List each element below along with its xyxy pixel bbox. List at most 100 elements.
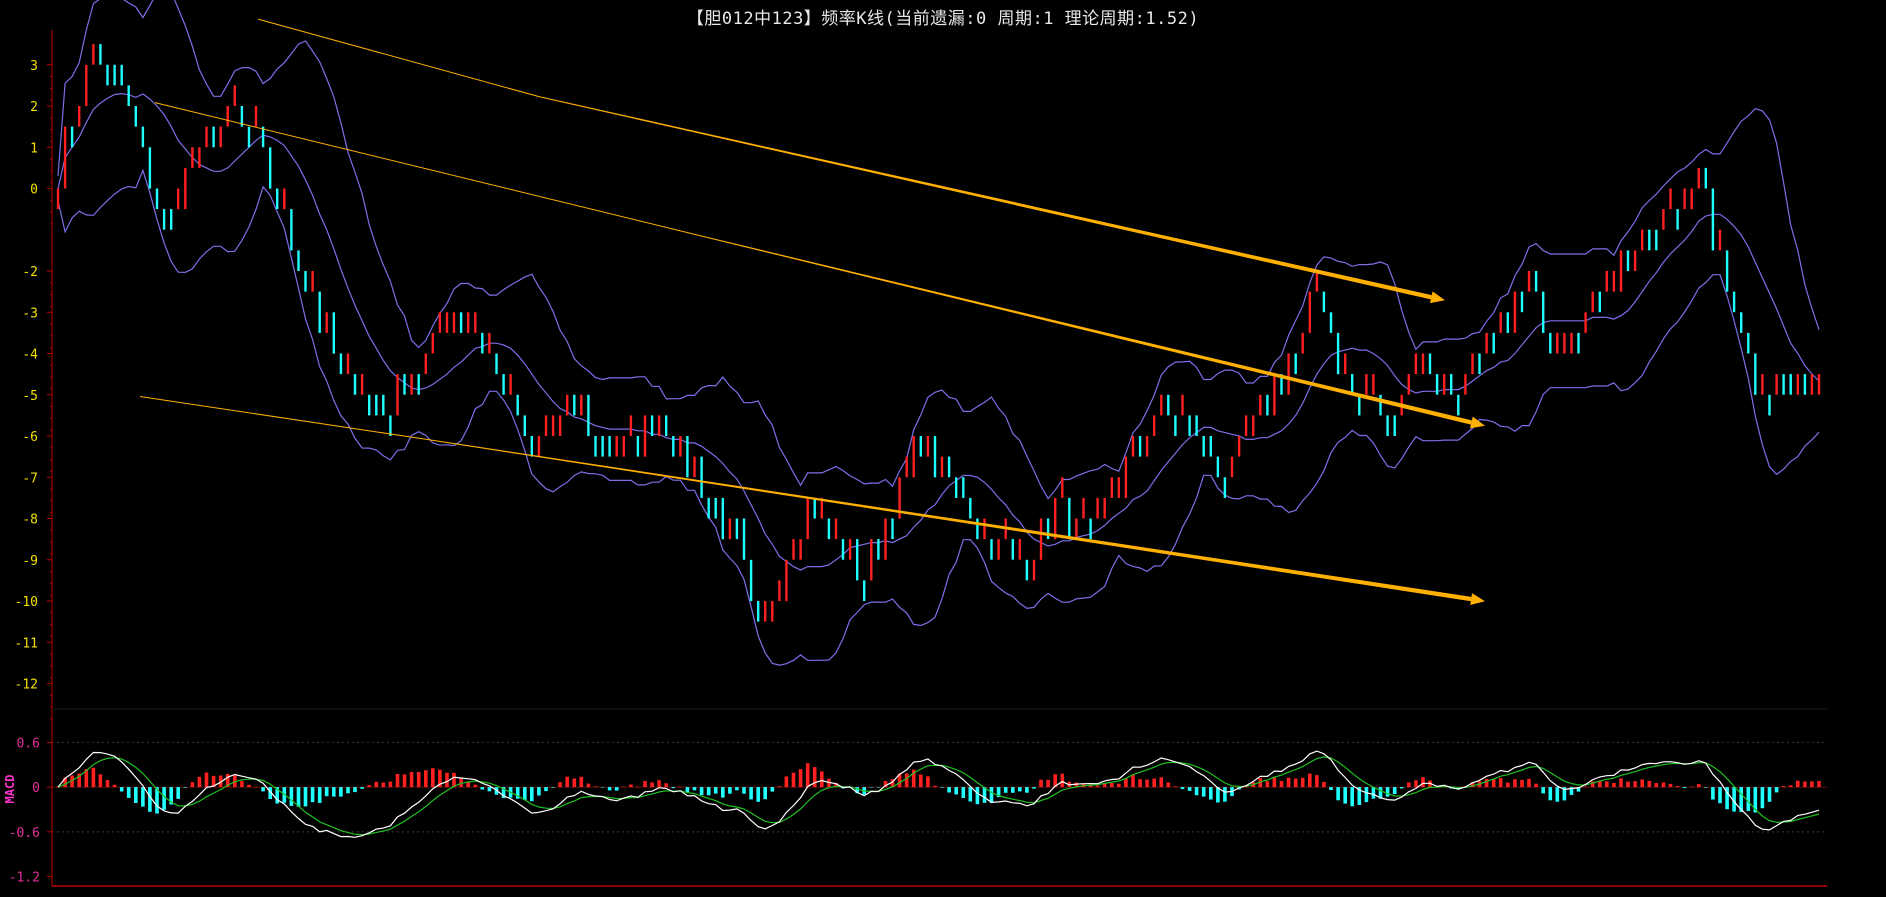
candle-bar xyxy=(1103,497,1106,519)
candle-bar xyxy=(1612,271,1616,292)
candle-bar xyxy=(488,332,491,354)
macd-histogram-bar xyxy=(1555,787,1560,802)
macd-histogram-bar xyxy=(416,772,421,788)
macd-histogram-bar xyxy=(1350,787,1354,807)
candle-bar xyxy=(431,332,434,354)
candle-bar xyxy=(219,126,222,148)
macd-histogram-bar xyxy=(1223,787,1227,802)
macd-histogram-bar xyxy=(134,787,138,803)
candle-bar xyxy=(530,436,533,457)
candle-bar xyxy=(884,518,887,560)
macd-histogram-bar xyxy=(1682,787,1687,789)
candle-bar xyxy=(1167,394,1170,416)
bollinger-bands xyxy=(57,0,1820,666)
macd-histogram-bar xyxy=(346,787,350,794)
candle-bar xyxy=(693,456,696,478)
candle-bar xyxy=(1605,271,1608,292)
candle-bar xyxy=(622,436,625,457)
candle-bar xyxy=(1259,394,1262,416)
candle-bar xyxy=(1096,497,1099,519)
candle-bar xyxy=(1124,456,1128,498)
macd-histogram-bar xyxy=(119,787,124,792)
macd-histogram-bar xyxy=(1491,779,1496,788)
candle-bar xyxy=(1181,394,1184,416)
macd-histogram-bar xyxy=(1640,779,1644,788)
candle-bar xyxy=(1032,559,1036,581)
candle-bar xyxy=(339,353,343,375)
macd-histogram-bar xyxy=(1541,787,1545,794)
trend-arrowhead xyxy=(1469,416,1485,429)
candle-bar xyxy=(1435,374,1439,395)
candle-bar xyxy=(516,394,519,416)
candle-bar xyxy=(247,126,251,148)
macd-histogram-bar xyxy=(940,787,944,788)
macd-histogram-bar xyxy=(197,776,202,788)
macd-histogram-bar xyxy=(933,785,937,788)
candle-bar xyxy=(1145,436,1149,457)
candle-bar xyxy=(1294,353,1297,375)
macd-histogram-bar xyxy=(1279,781,1284,788)
macd-histogram-bar xyxy=(1329,787,1333,790)
macd-histogram-bar xyxy=(1060,773,1065,788)
macd-histogram-bar xyxy=(1364,787,1369,803)
candle-bar xyxy=(311,271,314,292)
candles xyxy=(56,44,1821,622)
macd-histogram-bar xyxy=(1725,787,1729,810)
y-tick-label: 3 xyxy=(30,59,38,74)
macd-histogram-bar xyxy=(247,784,251,788)
candle-bar xyxy=(1082,497,1085,519)
macd-histogram-bar xyxy=(869,787,874,788)
chart-title: 【胆012中123】频率K线(当前遗漏:0 周期:1 理论周期:1.52) xyxy=(686,9,1200,29)
trend-line xyxy=(539,96,1432,300)
candle-bar xyxy=(1527,271,1531,292)
macd-histogram-bar xyxy=(1513,779,1517,788)
candle-bar xyxy=(1725,250,1729,292)
candle-bar xyxy=(771,601,774,622)
macd-histogram-bar xyxy=(148,787,152,812)
macd-histogram-bar xyxy=(1626,781,1630,788)
candle-bar xyxy=(686,436,689,478)
candle-bar xyxy=(1308,291,1311,333)
trend-line xyxy=(419,437,1472,602)
macd-histogram-bar xyxy=(586,783,591,788)
macd-histogram-bar xyxy=(565,776,569,788)
candle-bar xyxy=(509,374,512,395)
macd-histogram-bar xyxy=(1039,779,1043,788)
macd-histogram-bar xyxy=(1124,778,1128,788)
macd-histogram-bar xyxy=(890,779,895,788)
candle-bar xyxy=(1237,436,1241,457)
macd-histogram-bar xyxy=(883,781,888,788)
candle-bar xyxy=(1117,477,1120,498)
macd-histogram-bar xyxy=(1590,781,1595,788)
candle-bar xyxy=(1534,271,1538,292)
candle-bar xyxy=(141,126,145,148)
candle-bar xyxy=(813,497,816,519)
macd-histogram-bar xyxy=(438,769,442,788)
macd-histogram-bar xyxy=(650,782,654,788)
candle-bar xyxy=(1379,394,1382,416)
candle-bar xyxy=(127,85,130,106)
macd-histogram-bar xyxy=(1357,787,1362,805)
candle-bar xyxy=(459,312,463,333)
macd-histogram-bar xyxy=(261,787,265,792)
candle-bar xyxy=(170,209,173,230)
candle-bar xyxy=(1662,209,1665,230)
candle-bar xyxy=(1280,374,1283,395)
y-tick-label: -2 xyxy=(22,265,38,280)
macd-histogram-bar xyxy=(1131,775,1135,788)
macd-histogram-bar xyxy=(211,775,216,788)
candle-bar xyxy=(792,539,795,560)
macd-histogram-bar xyxy=(317,787,322,803)
candle-bar xyxy=(962,477,965,498)
candle-bar xyxy=(1075,518,1078,540)
macd-histogram-bar xyxy=(254,787,258,788)
macd-histogram-bar xyxy=(706,787,711,796)
macd-histogram-bar xyxy=(593,786,598,787)
macd-histogram-bar xyxy=(77,773,81,788)
candle-bar xyxy=(1648,229,1651,251)
macd-histogram-bar xyxy=(395,774,400,788)
macd-histogram-bar xyxy=(445,772,449,788)
macd-histogram-bar xyxy=(289,787,294,806)
candle-bar xyxy=(856,539,859,581)
